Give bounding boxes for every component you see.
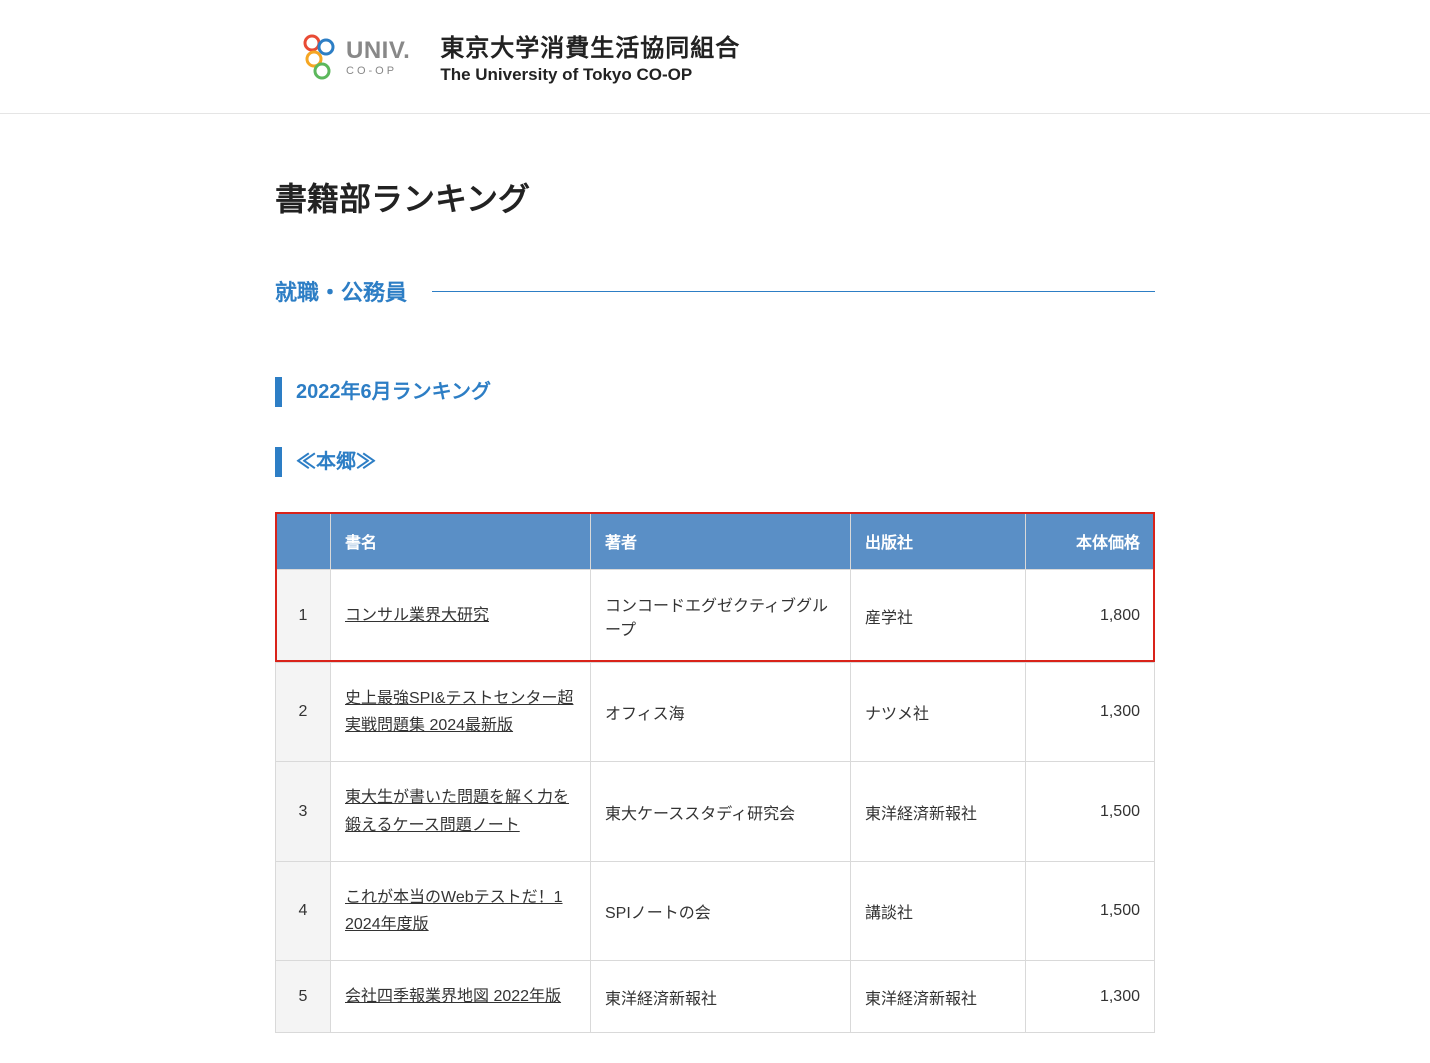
table-row: 1 コンサル業界大研究 コンコードエグゼクティブグループ産学社1,800 xyxy=(276,570,1155,663)
ranking-table: 書名 著者 出版社 本体価格 1 コンサル業界大研究 コンコードエグゼクティブグルー… xyxy=(275,512,1155,1033)
table-row: 5会社四季報業界地図 2022年版東洋経済新報社東洋経済新報社1,300 xyxy=(276,961,1155,1033)
header-title-en: The University of Tokyo CO-OP xyxy=(440,65,740,85)
ranking-table-container: 書名 著者 出版社 本体価格 1 コンサル業界大研究 コンコードエグゼクティブグルー… xyxy=(275,512,1155,1033)
col-header-publisher: 出版社 xyxy=(851,513,1026,570)
table-row: 3 東大生が書いた問題を解く力を鍛えるケース問題ノート東大ケーススタディ研究会東洋… xyxy=(276,762,1155,861)
author-cell: オフィス海 xyxy=(591,663,851,762)
book-link[interactable]: コンサル業界大研究 xyxy=(345,607,489,624)
author-cell: コンコードエグゼクティブグループ xyxy=(591,570,851,663)
page-wrapper: univ. CO-OP 東京大学消費生活協同組合 The University … xyxy=(0,0,1430,1063)
title-cell: 東大生が書いた問題を解く力を鍛えるケース問題ノート xyxy=(331,762,591,861)
period-heading: 2022年6月ランキング xyxy=(275,377,1155,407)
site-header: univ. CO-OP 東京大学消費生活協同組合 The University … xyxy=(0,0,1430,114)
author-cell: 東洋経済新報社 xyxy=(591,961,851,1033)
col-header-price: 本体価格 xyxy=(1026,513,1155,570)
logo-coop-text: CO-OP xyxy=(346,65,410,77)
rank-cell: 1 xyxy=(276,570,331,663)
publisher-cell: 講談社 xyxy=(851,861,1026,960)
price-cell: 1,300 xyxy=(1026,961,1155,1033)
logo-text: univ. CO-OP xyxy=(346,37,410,77)
publisher-cell: 東洋経済新報社 xyxy=(851,961,1026,1033)
title-cell: 会社四季報業界地図 2022年版 xyxy=(331,961,591,1033)
title-cell: コンサル業界大研究 xyxy=(331,570,591,663)
header-titles: 東京大学消費生活協同組合 The University of Tokyo CO-… xyxy=(440,28,740,85)
rank-cell: 3 xyxy=(276,762,331,861)
coop-logo-icon xyxy=(300,33,340,81)
col-header-title: 書名 xyxy=(331,513,591,570)
title-cell: これが本当のWebテストだ！1 2024年度版 xyxy=(331,861,591,960)
rank-cell: 4 xyxy=(276,861,331,960)
publisher-cell: 産学社 xyxy=(851,570,1026,663)
rank-cell: 5 xyxy=(276,961,331,1033)
table-row: 2 史上最強SPI&テストセンター超実戦問題集 2024最新版オフィス海ナツメ社1… xyxy=(276,663,1155,762)
table-header-row: 書名 著者 出版社 本体価格 xyxy=(276,513,1155,570)
publisher-cell: ナツメ社 xyxy=(851,663,1026,762)
rank-cell: 2 xyxy=(276,663,331,762)
book-link[interactable]: これが本当のWebテストだ！1 2024年度版 xyxy=(345,889,563,933)
book-link[interactable]: 会社四季報業界地図 2022年版 xyxy=(345,988,561,1005)
logo-univ-text: univ. xyxy=(346,37,410,65)
publisher-cell: 東洋経済新報社 xyxy=(851,762,1026,861)
category-heading-row: 就職・公務員 xyxy=(275,275,1155,307)
logo[interactable]: univ. CO-OP xyxy=(300,33,410,81)
author-cell: SPIノートの会 xyxy=(591,861,851,960)
book-link[interactable]: 史上最強SPI&テストセンター超実戦問題集 2024最新版 xyxy=(345,690,573,734)
main-content: 書籍部ランキング 就職・公務員 2022年6月ランキング ≪本郷≫ 書名 著者 … xyxy=(275,114,1155,1033)
price-cell: 1,500 xyxy=(1026,762,1155,861)
header-title-jp: 東京大学消費生活協同組合 xyxy=(440,28,740,63)
col-header-rank xyxy=(276,513,331,570)
table-row: 4 これが本当のWebテストだ！1 2024年度版 SPIノートの会講談社1,500 xyxy=(276,861,1155,960)
category-label: 就職・公務員 xyxy=(275,275,432,307)
col-header-author: 著者 xyxy=(591,513,851,570)
author-cell: 東大ケーススタディ研究会 xyxy=(591,762,851,861)
location-heading: ≪本郷≫ xyxy=(275,447,1155,477)
book-link[interactable]: 東大生が書いた問題を解く力を鍛えるケース問題ノート xyxy=(345,789,569,833)
title-cell: 史上最強SPI&テストセンター超実戦問題集 2024最新版 xyxy=(331,663,591,762)
price-cell: 1,500 xyxy=(1026,861,1155,960)
category-divider xyxy=(432,291,1155,292)
price-cell: 1,800 xyxy=(1026,570,1155,663)
price-cell: 1,300 xyxy=(1026,663,1155,762)
page-title: 書籍部ランキング xyxy=(275,174,1155,220)
